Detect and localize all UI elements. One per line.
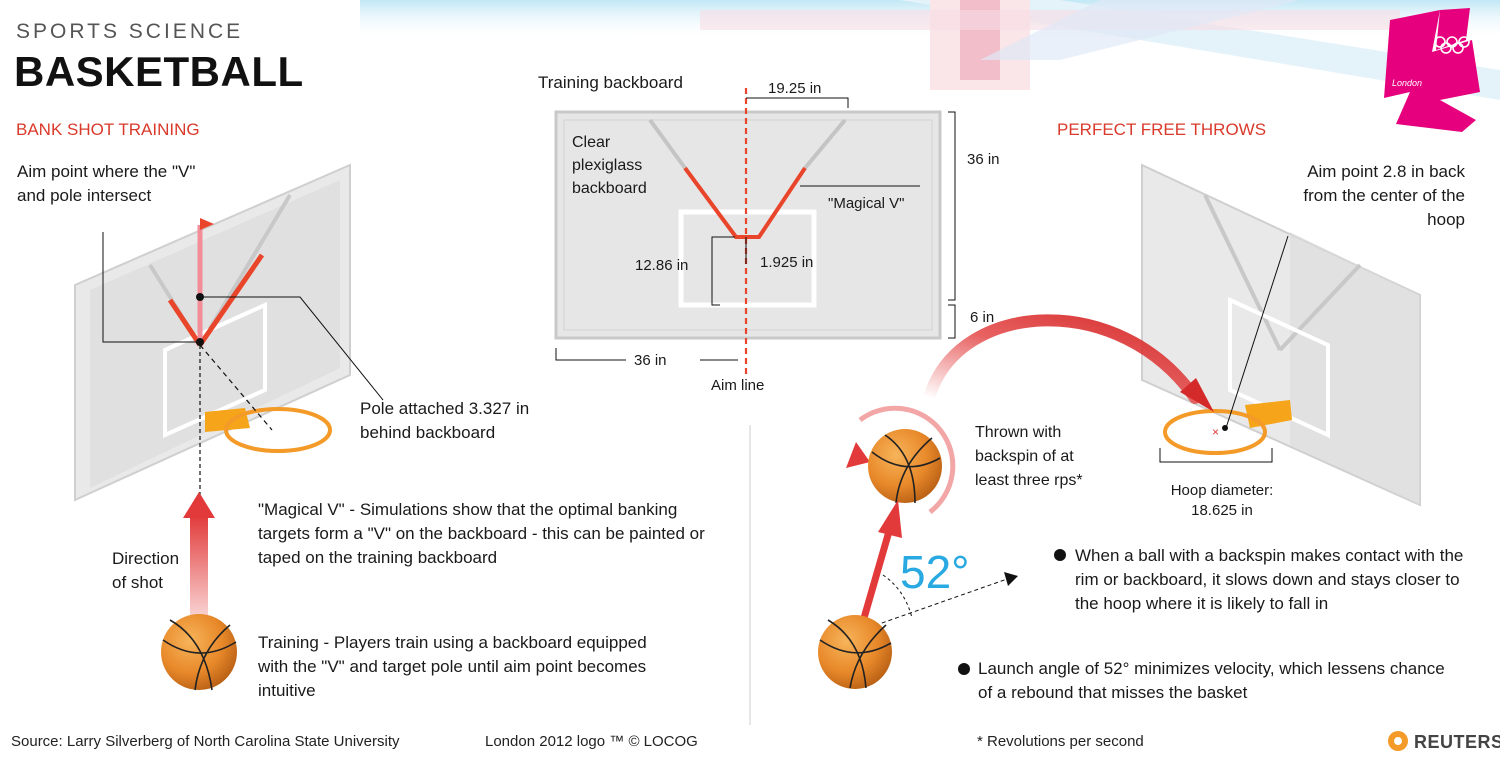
trajectory-arrow-head xyxy=(1180,378,1214,412)
basketball-spinning xyxy=(846,405,956,514)
training-backboard-title: Training backboard xyxy=(538,73,683,92)
backspin-label: Thrown with backspin of at least three r… xyxy=(975,424,1083,489)
direction-arrow-head xyxy=(183,492,215,518)
left-backboard xyxy=(74,163,384,510)
bottom-dimension: 6 in xyxy=(970,309,995,326)
width-dimension: 36 in xyxy=(634,352,667,369)
bank-shot-heading: BANK SHOT TRAINING xyxy=(16,120,200,139)
logo-text: London xyxy=(1392,78,1423,88)
reuters-brand: REUTERS xyxy=(1414,732,1500,752)
training-backboard-diagram xyxy=(554,88,956,378)
launch-angle-value: 52° xyxy=(900,546,970,598)
free-throw-aim-label: Aim point 2.8 in back from the center of… xyxy=(1303,162,1465,229)
center-dimension: 1.925 in xyxy=(760,254,814,271)
logo-credit: London 2012 logo ™ © LOCOG xyxy=(485,733,698,750)
right-backboard: × xyxy=(1141,163,1421,507)
training-description: Training - Players train using a backboa… xyxy=(258,633,647,700)
kicker: SPORTS SCIENCE xyxy=(16,20,244,43)
source-credit: Source: Larry Silverberg of North Caroli… xyxy=(11,733,400,750)
direction-label: Direction of shot xyxy=(112,549,180,592)
magical-v-description: "Magical V" - Simulations show that the … xyxy=(258,500,705,567)
horizontal-reference xyxy=(861,577,1011,631)
flag-background xyxy=(360,0,1500,100)
launch-arrow xyxy=(858,527,894,626)
launch-angle-explanation: Launch angle of 52° minimizes velocity, … xyxy=(978,659,1445,702)
page-title: BASKETBALL xyxy=(14,48,304,95)
aim-point-label: Aim point where the "V" and pole interse… xyxy=(17,162,196,205)
basketball-right xyxy=(818,615,892,689)
top-dimension: 19.25 in xyxy=(768,80,822,97)
magical-v-label: "Magical V" xyxy=(828,195,905,212)
trajectory-arc xyxy=(924,314,1201,404)
svg-text:×: × xyxy=(1212,425,1219,439)
free-throws-heading: PERFECT FREE THROWS xyxy=(1057,120,1267,139)
bullet-2 xyxy=(958,663,970,675)
left-dimension: 12.86 in xyxy=(635,257,689,274)
basketball-left xyxy=(161,614,237,691)
angle-arc xyxy=(882,574,913,619)
bullet-1 xyxy=(1054,549,1066,561)
aim-line-label: Aim line xyxy=(711,377,765,394)
pole-label: Pole attached 3.327 in behind backboard xyxy=(360,399,530,442)
hoop-diameter-label: Hoop diameter: 18.625 in xyxy=(1170,482,1274,519)
footnote: * Revolutions per second xyxy=(977,733,1144,750)
reuters-logo-mark xyxy=(1388,731,1408,751)
plexiglass-label: Clear plexiglass backboard xyxy=(572,134,647,197)
direction-arrow-shaft xyxy=(190,515,208,620)
backspin-explanation: When a ball with a backspin makes contac… xyxy=(1075,546,1464,613)
height-dimension: 36 in xyxy=(967,151,1000,168)
london-2012-logo xyxy=(1384,8,1480,132)
